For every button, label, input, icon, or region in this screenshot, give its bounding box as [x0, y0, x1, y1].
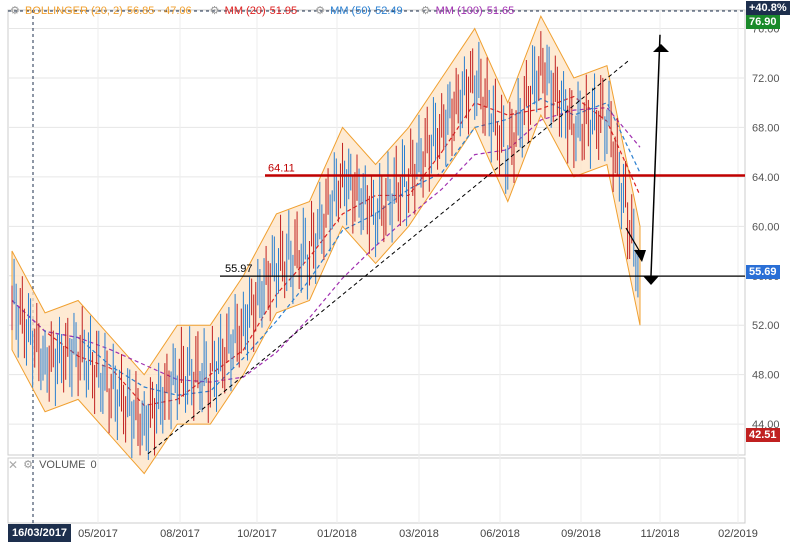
x-tick-label: 09/2018 [561, 528, 601, 540]
current-tag: 55.69 [746, 265, 780, 279]
change-tag: +40.8% [746, 1, 790, 15]
x-tick-label: 08/2017 [160, 528, 200, 540]
arrow-up-line [650, 34, 661, 276]
arrow-small-head [634, 250, 646, 262]
legend-mm50-value: 52.49 [375, 5, 403, 17]
gear-icon[interactable]: ⚙ [420, 4, 431, 17]
x-tick-label: 10/2017 [237, 528, 277, 540]
y-tick-label: 68.00 [752, 122, 780, 134]
ma100-line [11, 107, 641, 383]
volume-panel: ✕ ⚙ VOLUME 0 [8, 458, 97, 472]
legend: ⚙ BOLLINGER (20, 2) 56.85 - 47.06 ⚙ MM (… [10, 5, 514, 17]
arrow-small-line [625, 227, 641, 253]
gear-icon[interactable]: ⚙ [209, 4, 220, 17]
x-tick-label: 05/2017 [78, 528, 118, 540]
legend-mm100[interactable]: ⚙ MM (100) 51.65 [421, 5, 515, 17]
high-tag: 76.90 [746, 15, 780, 29]
x-tick-label: 06/2018 [480, 528, 520, 540]
legend-mm20-label: MM (20) [224, 5, 266, 17]
gear-icon[interactable]: ⚙ [23, 458, 33, 471]
legend-mm50[interactable]: ⚙ MM (50) 52.49 [315, 5, 402, 17]
y-tick-label: 60.00 [752, 221, 780, 233]
level-label: 64.11 [268, 163, 295, 175]
arrow-up-head [653, 44, 669, 52]
y-tick-label: 72.00 [752, 73, 780, 85]
x-tick-label: 01/2018 [317, 528, 357, 540]
plot-frame [7, 9, 746, 456]
volume-label: VOLUME [39, 459, 86, 471]
volume-value: 0 [90, 459, 97, 471]
legend-mm100-value: 51.65 [486, 5, 515, 17]
trendline-support [147, 59, 631, 455]
legend-bollinger[interactable]: ⚙ BOLLINGER (20, 2) 56.85 - 47.06 [10, 5, 192, 17]
legend-mm50-label: MM (50) [330, 5, 372, 17]
level-label: 55.97 [225, 263, 253, 275]
y-tick-label: 48.00 [752, 370, 780, 382]
legend-bollinger-label: BOLLINGER (20, 2) [25, 5, 123, 17]
legend-mm20-value: 51.95 [269, 5, 298, 17]
gear-icon[interactable]: ⚙ [315, 4, 326, 17]
legend-bollinger-value: 56.85 - 47.06 [126, 5, 192, 17]
arrow-down-head [643, 276, 659, 285]
x-tick-label: 11/2018 [641, 528, 680, 540]
volume-frame [7, 457, 746, 524]
ma20-line [11, 95, 641, 407]
ma50-line [11, 97, 641, 396]
x-tick-label: 03/2018 [399, 528, 439, 540]
legend-mm20[interactable]: ⚙ MM (20) 51.95 [210, 5, 297, 17]
x-tick-label: 02/2019 [718, 528, 758, 540]
gear-icon[interactable]: ⚙ [10, 4, 20, 17]
low-tag: 42.51 [746, 428, 780, 442]
bollinger-band [11, 14, 641, 475]
cursor-date-badge: 16/03/2017 [8, 524, 72, 542]
close-icon[interactable]: ✕ [8, 458, 19, 472]
legend-mm100-label: MM (100) [435, 5, 483, 17]
y-tick-label: 52.00 [752, 320, 780, 332]
y-tick-label: 64.00 [752, 172, 780, 184]
